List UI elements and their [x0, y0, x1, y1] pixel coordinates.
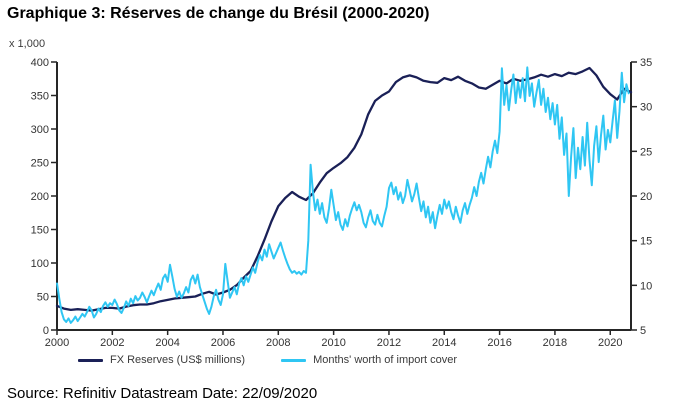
x-tick-label: 2000: [45, 337, 69, 349]
right-tick-label: 5: [640, 325, 646, 337]
import-cover-line: [56, 66, 630, 324]
legend-label-import-cover: Months' worth of import cover: [313, 354, 458, 366]
fx-reserves-line: [55, 66, 633, 312]
left-tick-label: 50: [37, 292, 49, 304]
right-tick-label: 20: [640, 191, 652, 203]
left-tick-label: 0: [43, 325, 49, 337]
left-tick-label: 200: [31, 191, 49, 203]
right-tick-label: 35: [640, 57, 652, 69]
x-tick-label: 2002: [100, 337, 124, 349]
x-tick-label: 2010: [321, 337, 345, 349]
x-tick-label: 2018: [543, 337, 567, 349]
left-tick-label: 100: [31, 258, 49, 270]
left-tick-label: 300: [31, 124, 49, 136]
right-tick-label: 15: [640, 236, 652, 248]
left-axis-unit-label: x 1,000: [9, 38, 46, 50]
import-cover-swatch: [281, 358, 307, 362]
x-tick-label: 2006: [211, 337, 235, 349]
fx-reserves-swatch: [78, 358, 103, 362]
source-note: Source: Refinitiv Datastream Date: 22/09…: [7, 385, 318, 402]
x-tick-label: 2020: [598, 337, 622, 349]
left-tick-label: 150: [31, 225, 49, 237]
chart-legend: FX Reserves (US$ millions) Months' worth…: [78, 354, 457, 366]
x-tick-label: 2014: [432, 337, 456, 349]
x-tick-label: 2016: [487, 337, 511, 349]
right-tick-label: 30: [640, 102, 652, 114]
chart-title: Graphique 3: Réserves de change du Brési…: [7, 5, 430, 22]
x-tick-label: 2012: [377, 337, 401, 349]
x-tick-label: 2004: [155, 337, 179, 349]
left-tick-label: 350: [31, 91, 49, 103]
x-tick-label: 2008: [266, 337, 290, 349]
legend-item-fx-reserves: FX Reserves (US$ millions): [78, 354, 245, 366]
left-tick-label: 250: [31, 158, 49, 170]
legend-item-import-cover: Months' worth of import cover: [281, 354, 457, 366]
right-tick-label: 10: [640, 280, 652, 292]
left-tick-label: 400: [31, 57, 49, 69]
right-tick-label: 25: [640, 146, 652, 158]
legend-label-fx-reserves: FX Reserves (US$ millions): [110, 354, 246, 366]
